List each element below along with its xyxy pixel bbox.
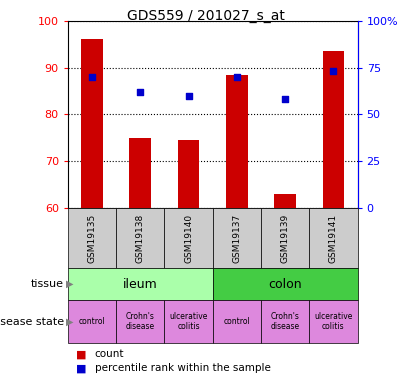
- Point: [185, 93, 192, 99]
- Point: [89, 74, 95, 80]
- Bar: [261, 300, 309, 343]
- Text: ▶: ▶: [66, 279, 73, 289]
- Text: control: control: [79, 317, 105, 326]
- Text: Crohn's
disease: Crohn's disease: [270, 312, 300, 331]
- Bar: [81, 39, 103, 208]
- Bar: [68, 268, 213, 300]
- Bar: [309, 300, 358, 343]
- Bar: [129, 138, 151, 208]
- Bar: [323, 51, 344, 208]
- Text: control: control: [224, 317, 250, 326]
- Text: GSM19135: GSM19135: [88, 213, 97, 263]
- Bar: [116, 208, 164, 268]
- Point: [282, 96, 289, 102]
- Text: ulcerative
colitis: ulcerative colitis: [314, 312, 353, 331]
- Bar: [68, 208, 116, 268]
- Text: percentile rank within the sample: percentile rank within the sample: [95, 363, 270, 373]
- Text: GDS559 / 201027_s_at: GDS559 / 201027_s_at: [127, 9, 284, 23]
- Bar: [178, 140, 199, 208]
- Bar: [68, 300, 116, 343]
- Bar: [309, 208, 358, 268]
- Bar: [226, 75, 248, 208]
- Bar: [213, 208, 261, 268]
- Text: ulcerative
colitis: ulcerative colitis: [169, 312, 208, 331]
- Text: colon: colon: [268, 278, 302, 291]
- Text: GSM19140: GSM19140: [184, 214, 193, 262]
- Text: GSM19141: GSM19141: [329, 214, 338, 262]
- Bar: [164, 208, 213, 268]
- Bar: [261, 208, 309, 268]
- Text: GSM19137: GSM19137: [232, 213, 241, 263]
- Text: ■: ■: [76, 350, 87, 359]
- Text: count: count: [95, 350, 124, 359]
- Text: Crohn's
disease: Crohn's disease: [126, 312, 155, 331]
- Text: ▶: ▶: [66, 316, 73, 327]
- Bar: [164, 300, 213, 343]
- Text: disease state: disease state: [0, 316, 64, 327]
- Bar: [213, 268, 358, 300]
- Text: ileum: ileum: [123, 278, 158, 291]
- Point: [330, 68, 337, 74]
- Text: GSM19139: GSM19139: [281, 213, 290, 263]
- Point: [233, 74, 240, 80]
- Text: ■: ■: [76, 363, 87, 373]
- Bar: [213, 300, 261, 343]
- Bar: [274, 194, 296, 208]
- Bar: [116, 300, 164, 343]
- Text: GSM19138: GSM19138: [136, 213, 145, 263]
- Text: tissue: tissue: [31, 279, 64, 289]
- Point: [137, 89, 143, 95]
